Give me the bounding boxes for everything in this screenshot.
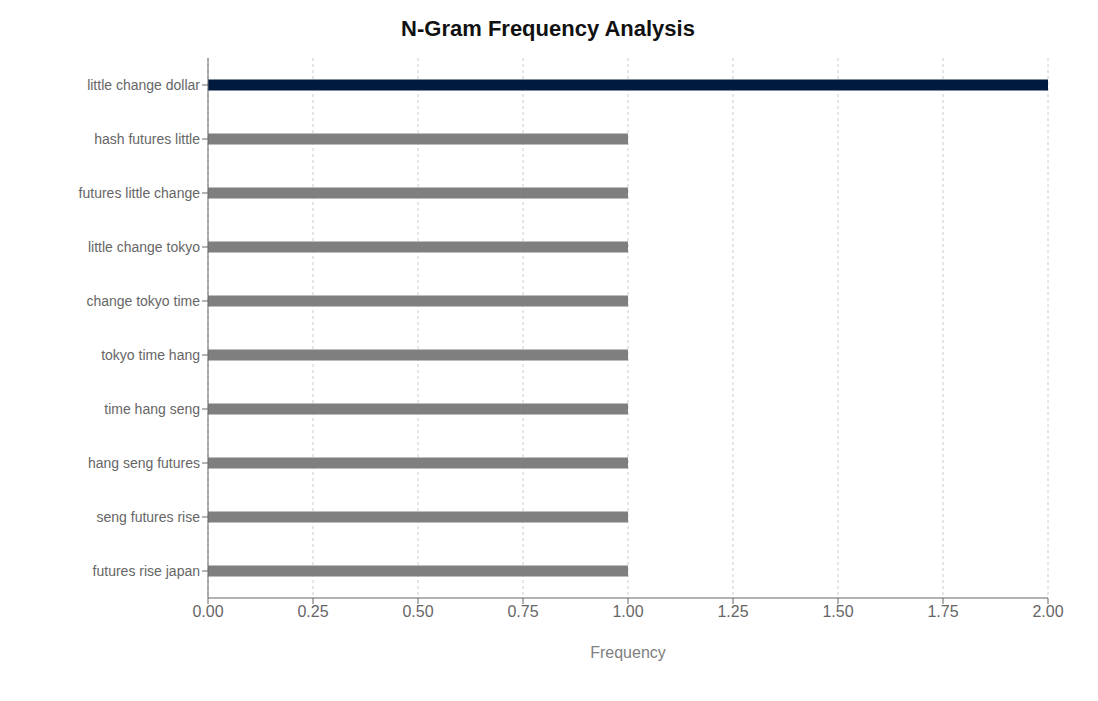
svg-text:0.75: 0.75 xyxy=(507,603,538,620)
svg-text:change tokyo time: change tokyo time xyxy=(86,293,200,309)
svg-text:hang seng futures: hang seng futures xyxy=(88,455,200,471)
svg-text:2.00: 2.00 xyxy=(1032,603,1063,620)
svg-text:0.00: 0.00 xyxy=(192,603,223,620)
html-text:N-Gram Frequency Analysis: N-Gram Frequency Analysis xyxy=(401,16,695,41)
svg-text:time hang seng: time hang seng xyxy=(104,401,200,417)
svg-text:1.00: 1.00 xyxy=(612,603,643,620)
svg-text:Frequency: Frequency xyxy=(590,644,666,661)
svg-text:hash futures little: hash futures little xyxy=(94,131,200,147)
svg-text:0.25: 0.25 xyxy=(297,603,328,620)
svg-text:seng futures rise: seng futures rise xyxy=(97,509,201,525)
svg-text:1.50: 1.50 xyxy=(822,603,853,620)
svg-text:0.50: 0.50 xyxy=(402,603,433,620)
svg-text:1.25: 1.25 xyxy=(717,603,748,620)
svg-text:tokyo time hang: tokyo time hang xyxy=(101,347,200,363)
svg-text:futures rise japan: futures rise japan xyxy=(93,563,200,579)
svg-text:little change dollar: little change dollar xyxy=(87,77,200,93)
svg-text:little change tokyo: little change tokyo xyxy=(88,239,200,255)
svg-text:futures little change: futures little change xyxy=(79,185,201,201)
svg-text:1.75: 1.75 xyxy=(927,603,958,620)
